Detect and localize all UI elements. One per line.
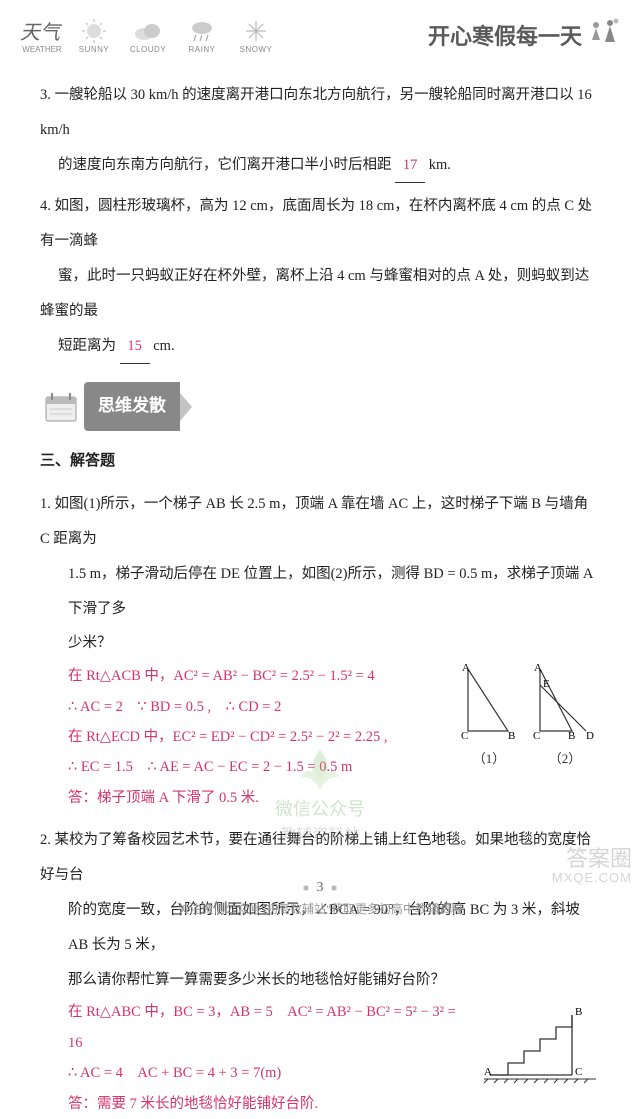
sol-line: ∴ EC = 1.5 ∴ AE = AC − EC = 2 − 1.5 = 0.…: [68, 752, 448, 782]
sol-line: ∴ AC = 4 AC + BC = 4 + 3 = 7(m): [68, 1058, 470, 1088]
fig-caption: （2）: [549, 743, 582, 774]
q-num: 2.: [40, 832, 51, 848]
fig-label: A: [462, 662, 470, 674]
question-4: 4. 如图，圆柱形玻璃杯，高为 12 cm，底面周长为 18 cm，在杯内离杯底…: [40, 189, 600, 364]
fig-label: B: [568, 730, 575, 741]
page-header: 天气 WEATHER SUNNY CLOUDY RAINY SNOWY: [0, 0, 640, 70]
question-3: 3. 一艘轮船以 30 km/h 的速度离开港口向东北方向航行，另一艘轮船同时离…: [40, 78, 600, 183]
footer-note: 关注微信公众号"初高数辅站"获取更多初高中教辅资料: [0, 900, 640, 917]
section-banner: 思维发散: [40, 382, 600, 431]
sol-line: 在 Rt△ECD 中，EC² = ED² − CD² = 2.5² − 2² =…: [68, 722, 448, 752]
sol-line: 在 Rt△ACB 中，AC² = AB² − BC² = 2.5² − 1.5²…: [68, 661, 448, 691]
triangle-fig-1: A C B: [458, 661, 520, 741]
sol-line: 答：梯子顶端 A 下滑了 0.5 米.: [68, 783, 448, 813]
page-number: 3: [299, 880, 341, 896]
figure-group-1: A C B （1） A E C B: [458, 661, 600, 774]
page-content: 3. 一艘轮船以 30 km/h 的速度离开港口向东北方向航行，另一艘轮船同时离…: [0, 70, 640, 1119]
fig-caption: （1）: [473, 743, 506, 774]
fig-label: D: [586, 730, 594, 741]
cloud-icon: [130, 17, 166, 45]
sun-icon: [76, 17, 112, 45]
q-text: 的速度向东南方向航行，它们离开港口半小时后相距 17 km.: [40, 157, 451, 173]
calendar-icon: [40, 387, 84, 427]
weather-title: 天气: [20, 16, 60, 45]
solution-1: 在 Rt△ACB 中，AC² = AB² − BC² = 2.5² − 1.5²…: [40, 661, 448, 813]
q-text: 那么请你帮忙算一算需要多少米长的地毯恰好能铺好台阶？: [68, 963, 600, 998]
page-footer: 3 关注微信公众号"初高数辅站"获取更多初高中教辅资料: [0, 880, 640, 917]
q-text: 某校为了筹备校园艺术节，要在通往舞台的阶梯上铺上红色地毯。如果地毯的宽度恰好与台: [40, 832, 591, 883]
solution-2: 在 Rt△ABC 中，BC = 3，AB = 5 AC² = AB² − BC²…: [40, 997, 470, 1119]
banner-tail-icon: [180, 393, 192, 421]
answer-blank: 17: [395, 148, 425, 184]
problem-2: 2. 某校为了筹备校园艺术节，要在通往舞台的阶梯上铺上红色地毯。如果地毯的宽度恰…: [40, 823, 600, 1119]
fig-label: C: [575, 1066, 582, 1078]
rain-icon: [184, 17, 220, 45]
problem-1: 1. 如图(1)所示，一个梯子 AB 长 2.5 m，顶端 A 靠在墙 AC 上…: [40, 487, 600, 813]
fig-label: A: [534, 662, 542, 674]
sol-line: 在 Rt△ABC 中，BC = 3，AB = 5 AC² = AB² − BC²…: [68, 997, 470, 1058]
banner-label: 思维发散: [84, 382, 180, 431]
q-text: 短距离为 15 cm.: [40, 338, 175, 354]
answer-blank: 15: [120, 329, 150, 365]
figure-stairs: A B C: [480, 997, 600, 1087]
q-num: 1.: [40, 496, 51, 512]
fig-label: A: [484, 1066, 492, 1078]
fig-label: C: [533, 730, 540, 741]
q-text: 蜜，此时一只蚂蚁正好在杯外壁，离杯上沿 4 cm 与蜂蜜相对的点 A 处，则蚂蚁…: [40, 268, 589, 319]
q-text: 少米？: [68, 626, 600, 661]
q-num: 4.: [40, 198, 51, 214]
snow-icon: [238, 17, 274, 45]
people-icon: [586, 18, 620, 52]
weather-label-main: WEATHER: [22, 45, 61, 54]
weather-label: SNOWY: [240, 45, 273, 54]
slogan-text: 开心寒假每一天: [428, 19, 582, 51]
fig-label: C: [461, 730, 468, 741]
sol-line: ∴ AC = 2 ∵ BD = 0.5 , ∴ CD = 2: [68, 692, 448, 722]
weather-rainy: RAINY: [178, 17, 226, 54]
q-text: 如图(1)所示，一个梯子 AB 长 2.5 m，顶端 A 靠在墙 AC 上，这时…: [40, 496, 588, 547]
weather-sunny: SUNNY: [70, 17, 118, 54]
fig-label: E: [543, 678, 550, 690]
weather-label: SUNNY: [79, 45, 110, 54]
weather-label: CLOUDY: [130, 45, 166, 54]
weather-block: 天气 WEATHER SUNNY CLOUDY RAINY SNOWY: [20, 16, 280, 54]
q-text: 一艘轮船以 30 km/h 的速度离开港口向东北方向航行，另一艘轮船同时离开港口…: [40, 87, 592, 138]
q-num: 3.: [40, 87, 51, 103]
section-heading: 三、解答题: [40, 443, 600, 479]
weather-snowy: SNOWY: [232, 17, 280, 54]
triangle-fig-2: A E C B D: [530, 661, 600, 741]
fig-label: B: [508, 730, 515, 741]
sol-line: 答：需要 7 米长的地毯恰好能铺好台阶.: [68, 1089, 470, 1119]
slogan: 开心寒假每一天: [428, 18, 620, 52]
fig-label: B: [575, 1006, 582, 1018]
weather-cloudy: CLOUDY: [124, 17, 172, 54]
weather-label: RAINY: [189, 45, 216, 54]
q-text: 如图，圆柱形玻璃杯，高为 12 cm，底面周长为 18 cm，在杯内离杯底 4 …: [40, 198, 592, 249]
q-text: 1.5 m，梯子滑动后停在 DE 位置上，如图(2)所示，测得 BD = 0.5…: [68, 557, 600, 627]
